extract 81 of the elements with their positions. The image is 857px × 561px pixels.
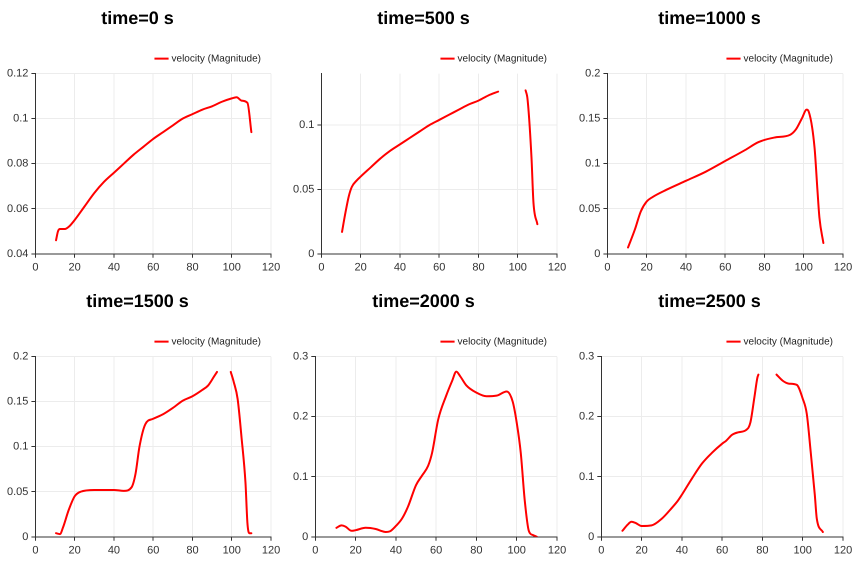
x-tick-label: 60 [716, 544, 728, 556]
y-tick-label: 0.15 [6, 396, 28, 408]
x-tick-label: 120 [834, 544, 852, 556]
x-tick-label: 40 [680, 261, 692, 274]
y-tick-label: 0.1 [13, 440, 28, 453]
y-tick-label: 0.08 [6, 158, 28, 170]
y-tick-label: 0.12 [6, 68, 28, 80]
y-tick-label: 0 [594, 248, 600, 260]
chart-title: time=0 s [101, 8, 174, 28]
y-tick-label: 0.2 [292, 410, 308, 423]
x-tick-label: 40 [676, 544, 688, 556]
x-tick-label: 20 [68, 261, 81, 274]
x-tick-label: 120 [834, 261, 852, 274]
x-tick-label: 20 [354, 261, 367, 274]
x-tick-label: 100 [794, 544, 812, 556]
x-tick-label: 80 [186, 261, 199, 274]
line-series [335, 370, 538, 537]
x-tick-label: 20 [635, 544, 648, 556]
y-tick-label: 0 [22, 530, 28, 543]
legend-label: velocity (Magnitude) [458, 53, 547, 64]
x-tick-label: 20 [640, 261, 653, 274]
y-tick-label: 0.15 [578, 112, 600, 125]
x-tick-label: 0 [32, 261, 38, 274]
y-tick-label: 0.05 [578, 202, 600, 215]
x-tick-label: 120 [262, 261, 280, 274]
x-tick-label: 80 [756, 544, 769, 556]
x-tick-label: 60 [147, 261, 160, 274]
y-tick-label: 0.1 [585, 158, 600, 170]
chart-title: time=1500 s [86, 290, 189, 311]
x-tick-label: 120 [548, 261, 566, 274]
line-series [55, 96, 252, 242]
x-tick-label: 40 [108, 544, 120, 556]
y-tick-label: 0.06 [6, 202, 28, 215]
legend-label: velocity (Magnitude) [172, 53, 261, 64]
chart-title: time=2000 s [372, 290, 475, 311]
x-tick-label: 100 [222, 544, 241, 556]
x-tick-label: 80 [472, 261, 485, 274]
x-tick-label: 60 [719, 261, 732, 274]
y-tick-label: 0.1 [292, 470, 308, 483]
x-tick-label: 80 [470, 544, 483, 556]
x-tick-label: 100 [794, 261, 813, 274]
x-tick-label: 120 [548, 544, 566, 556]
chart-title: time=1000 s [658, 8, 761, 28]
x-tick-label: 60 [433, 261, 446, 274]
y-tick-label: 0.05 [292, 183, 314, 196]
chart-title: time=2500 s [658, 290, 761, 311]
y-tick-label: 0.1 [578, 470, 594, 483]
y-tick-label: 0 [308, 248, 314, 260]
y-tick-label: 0.2 [578, 410, 594, 423]
y-tick-label: 0.2 [585, 68, 600, 80]
legend-label: velocity (Magnitude) [744, 53, 833, 64]
x-tick-label: 20 [349, 544, 362, 556]
line-series [627, 108, 824, 248]
y-tick-label: 0.1 [13, 112, 28, 125]
legend-label: velocity (Magnitude) [744, 336, 833, 348]
x-tick-label: 60 [430, 544, 442, 556]
y-tick-label: 0.2 [13, 350, 28, 363]
x-tick-label: 80 [186, 544, 199, 556]
x-tick-label: 60 [147, 544, 160, 556]
x-tick-label: 0 [318, 261, 324, 274]
x-tick-label: 100 [508, 261, 527, 274]
x-tick-label: 20 [68, 544, 81, 556]
y-tick-label: 0.3 [292, 350, 308, 363]
x-tick-label: 100 [222, 261, 241, 274]
x-tick-label: 80 [758, 261, 771, 274]
x-tick-label: 120 [262, 544, 280, 556]
x-tick-label: 0 [604, 261, 610, 274]
x-tick-label: 100 [508, 544, 526, 556]
x-tick-label: 0 [32, 544, 38, 556]
x-tick-label: 40 [394, 261, 406, 274]
legend-label: velocity (Magnitude) [458, 336, 547, 348]
y-tick-label: 0 [588, 530, 594, 543]
x-tick-label: 40 [390, 544, 402, 556]
y-tick-label: 0.04 [6, 248, 28, 260]
y-tick-label: 0 [302, 530, 308, 543]
y-tick-label: 0.05 [6, 486, 28, 498]
y-tick-label: 0.3 [578, 350, 594, 363]
x-tick-label: 40 [108, 261, 120, 274]
y-tick-label: 0.1 [299, 119, 314, 132]
legend-label: velocity (Magnitude) [172, 336, 261, 348]
chart-title: time=500 s [377, 8, 470, 28]
